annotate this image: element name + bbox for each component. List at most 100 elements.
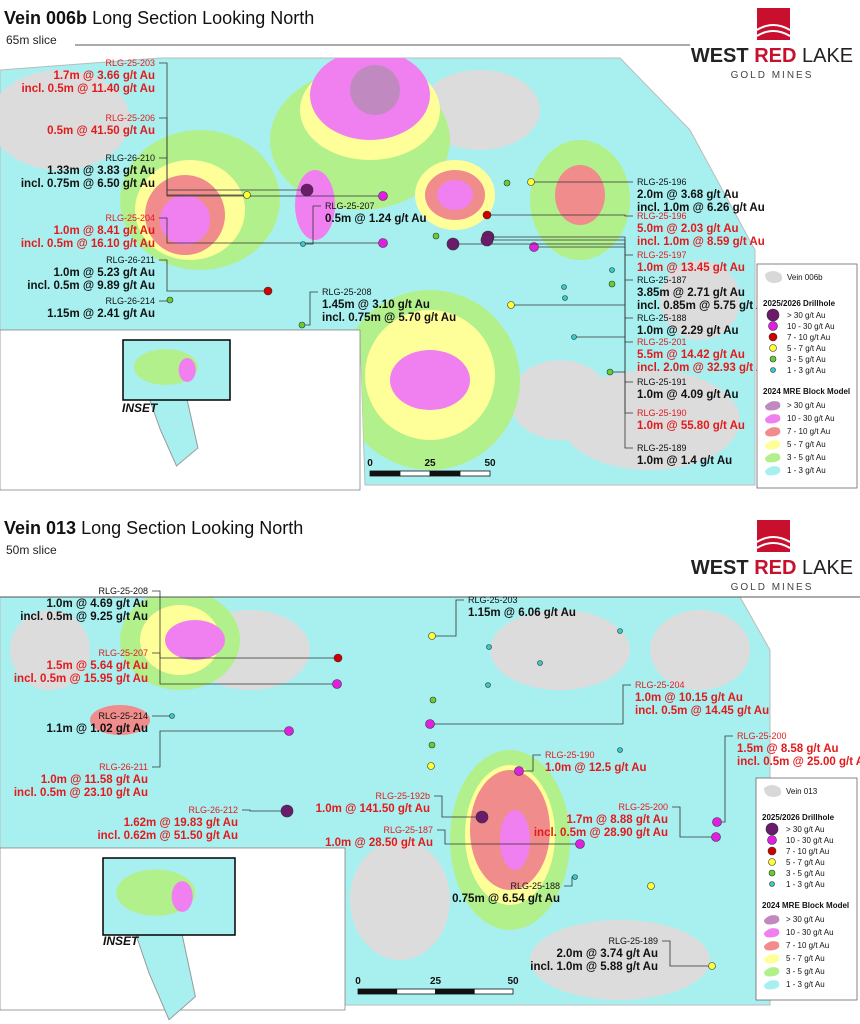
- intercept: 1.0m @ 2.29 g/t Au: [637, 325, 739, 337]
- hole-id: RLG-25-197: [637, 250, 687, 260]
- drillhole: [284, 726, 294, 736]
- intercept: incl. 0.75m @ 5.70 g/t Au: [322, 312, 456, 324]
- hole-id: RLG-25-188: [510, 881, 560, 891]
- legend-label: 7 - 10 g/t Au: [787, 333, 830, 342]
- block-zone: [10, 610, 90, 690]
- intercept: 1.0m @ 10.15 g/t Au: [635, 692, 743, 704]
- leader-line: [152, 652, 337, 685]
- intercept: 1.7m @ 3.66 g/t Au: [53, 70, 155, 82]
- legend-label: 7 - 10 g/t Au: [786, 941, 829, 950]
- drillhole: [571, 334, 577, 340]
- drillhole: [425, 719, 435, 729]
- intercept: incl. 2.0m @ 32.93 g/t Au: [637, 362, 771, 374]
- legend-heading: 2024 MRE Block Model: [762, 901, 849, 910]
- legend-label: 7 - 10 g/t Au: [787, 427, 830, 436]
- scale-segment: [429, 470, 461, 477]
- legend-label: 10 - 30 g/t Au: [786, 836, 834, 845]
- intercept: incl. 0.5m @ 23.10 g/t Au: [14, 787, 148, 799]
- legend-label: 10 - 30 g/t Au: [787, 414, 835, 423]
- scale-segment: [435, 988, 475, 995]
- drillhole: [485, 682, 491, 688]
- drillhole: [332, 679, 342, 689]
- legend-label: 1 - 3 g/t Au: [786, 880, 825, 889]
- subtitle: 65m slice: [6, 33, 57, 47]
- leader-line: [159, 157, 247, 196]
- drillhole: [378, 238, 388, 248]
- scale-segment: [357, 988, 398, 995]
- intercept: 1.0m @ 141.50 g/t Au: [316, 803, 430, 815]
- intercept: incl. 0.5m @ 16.10 g/t Au: [21, 238, 155, 250]
- drillhole: [482, 210, 492, 220]
- inset-zone: [171, 881, 193, 912]
- logo-word: WEST: [691, 45, 749, 67]
- logo-name: WEST RED LAKE: [691, 557, 853, 579]
- intercept: 1.62m @ 19.83 g/t Au: [124, 817, 238, 829]
- legend-heading: 2024 MRE Block Model: [763, 387, 850, 396]
- intercept: 1.45m @ 3.10 g/t Au: [322, 299, 430, 311]
- drillhole: [263, 286, 273, 296]
- hole-id: RLG-25-208: [98, 586, 148, 596]
- hole-id: RLG-25-208: [322, 287, 372, 297]
- legend-symbol: [769, 355, 777, 363]
- legend-swatch: [764, 980, 780, 990]
- hole-id: RLG-25-207: [325, 201, 375, 211]
- hole-id: RLG-25-190: [545, 750, 595, 760]
- leader-line: [487, 214, 633, 217]
- legend-swatch: [764, 928, 780, 938]
- hole-id: RLG-26-210: [105, 153, 155, 163]
- intercept: 0.5m @ 41.50 g/t Au: [47, 125, 155, 137]
- drillhole: [243, 191, 251, 199]
- intercept: incl. 0.5m @ 25.00 g/t Au: [737, 756, 860, 768]
- drillhole: [300, 241, 306, 247]
- drillhole: [562, 295, 568, 301]
- drillhole: [608, 280, 616, 288]
- intercept: 1.0m @ 5.23 g/t Au: [53, 267, 155, 279]
- legend-label: 10 - 30 g/t Au: [786, 928, 834, 937]
- hole-id: RLG-25-203: [468, 595, 518, 605]
- legend-heading: 2025/2026 Drillhole: [762, 813, 835, 822]
- intercept: 1.0m @ 1.4 g/t Au: [637, 455, 732, 467]
- legend-label: 3 - 5 g/t Au: [786, 869, 825, 878]
- leader-line: [303, 205, 321, 245]
- legend-label: > 30 g/t Au: [786, 825, 824, 834]
- block-model: [0, 58, 740, 470]
- block-zone: [160, 195, 210, 245]
- drillhole: [527, 178, 535, 186]
- drillhole: [514, 766, 524, 776]
- inset-zone: [178, 358, 196, 382]
- drillhole: [298, 321, 306, 329]
- intercept: incl. 0.5m @ 28.90 g/t Au: [534, 827, 668, 839]
- scale-segment: [399, 470, 431, 477]
- hole-id: RLG-26-212: [188, 805, 238, 815]
- legend-symbol: [766, 308, 780, 322]
- drillhole: [480, 233, 494, 247]
- logo-word: WEST: [691, 557, 749, 579]
- hole-id: RLG-26-214: [105, 296, 155, 306]
- logo-tagline: GOLD MINES: [731, 582, 814, 593]
- leader-line: [610, 371, 633, 449]
- legend-swatch: [764, 915, 780, 925]
- legend-symbol: [768, 321, 778, 331]
- leader-line: [159, 217, 383, 244]
- hole-id: RLG-25-207: [98, 648, 148, 658]
- drillhole: [507, 301, 515, 309]
- block-zone: [530, 920, 710, 1000]
- hole-id: RLG-25-203: [105, 58, 155, 68]
- legend-label: 7 - 10 g/t Au: [786, 847, 829, 856]
- intercept: incl. 0.62m @ 51.50 g/t Au: [97, 830, 238, 842]
- block-zone: [0, 70, 130, 170]
- title-vein: Vein 006b: [4, 8, 87, 28]
- leader-line: [487, 239, 633, 414]
- drillhole: [432, 232, 440, 240]
- legend-label: 1 - 3 g/t Au: [786, 980, 825, 989]
- drillhole: [169, 713, 175, 719]
- hole-id: RLG-25-192b: [375, 791, 430, 801]
- legend-swatch: [764, 954, 780, 964]
- legend-box: [756, 263, 858, 489]
- legend-label: > 30 g/t Au: [787, 401, 825, 410]
- legend-label: 5 - 7 g/t Au: [786, 954, 825, 963]
- leader-line: [672, 806, 716, 838]
- intercept: 1.0m @ 28.50 g/t Au: [325, 837, 433, 849]
- logo-icon-lines: [756, 536, 791, 549]
- legend-vein-swatch: [765, 271, 783, 283]
